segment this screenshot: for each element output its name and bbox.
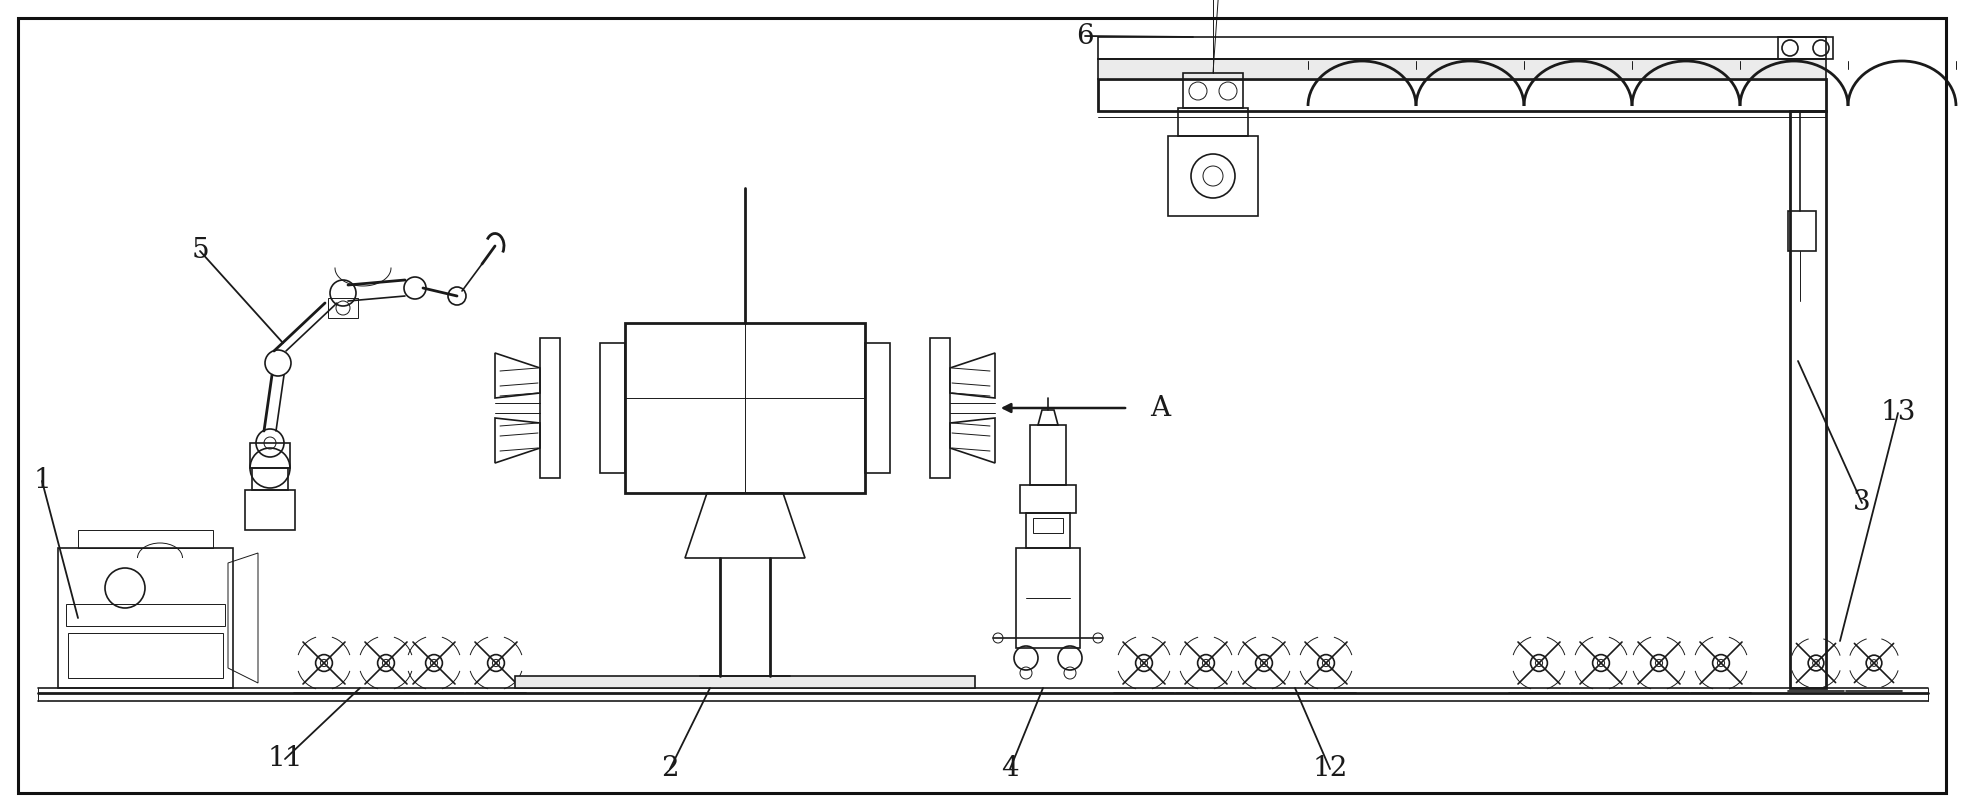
Bar — [931, 338, 951, 478]
Bar — [251, 468, 289, 490]
Text: 5: 5 — [191, 238, 208, 264]
Bar — [1025, 513, 1070, 548]
Bar — [1098, 79, 1827, 111]
Bar — [599, 343, 625, 473]
Bar — [1169, 136, 1259, 216]
Text: 4: 4 — [1002, 756, 1019, 783]
Text: 2: 2 — [662, 756, 680, 783]
Bar — [1029, 425, 1066, 485]
Text: 12: 12 — [1312, 756, 1347, 783]
Bar — [1098, 59, 1827, 79]
Bar — [67, 604, 226, 626]
Bar — [79, 530, 212, 548]
Bar — [1098, 37, 1827, 59]
Text: 1: 1 — [33, 467, 51, 495]
Bar — [1033, 518, 1063, 533]
Bar — [1787, 211, 1817, 251]
Text: A: A — [1151, 394, 1171, 422]
Bar — [249, 443, 291, 468]
Bar — [59, 548, 234, 688]
Bar — [1789, 111, 1827, 688]
Bar — [515, 676, 974, 688]
Bar — [1777, 37, 1832, 59]
Text: 6: 6 — [1076, 23, 1094, 49]
Bar — [540, 338, 560, 478]
Text: 11: 11 — [267, 745, 302, 773]
Bar — [1019, 485, 1076, 513]
Text: 13: 13 — [1880, 400, 1915, 427]
Bar — [1178, 108, 1247, 136]
Bar — [1015, 548, 1080, 648]
Bar — [1182, 73, 1243, 108]
Bar — [69, 633, 224, 678]
Bar — [328, 298, 357, 318]
Bar — [864, 343, 890, 473]
Bar — [625, 323, 864, 493]
Bar — [246, 490, 295, 530]
Text: 3: 3 — [1854, 490, 1872, 517]
